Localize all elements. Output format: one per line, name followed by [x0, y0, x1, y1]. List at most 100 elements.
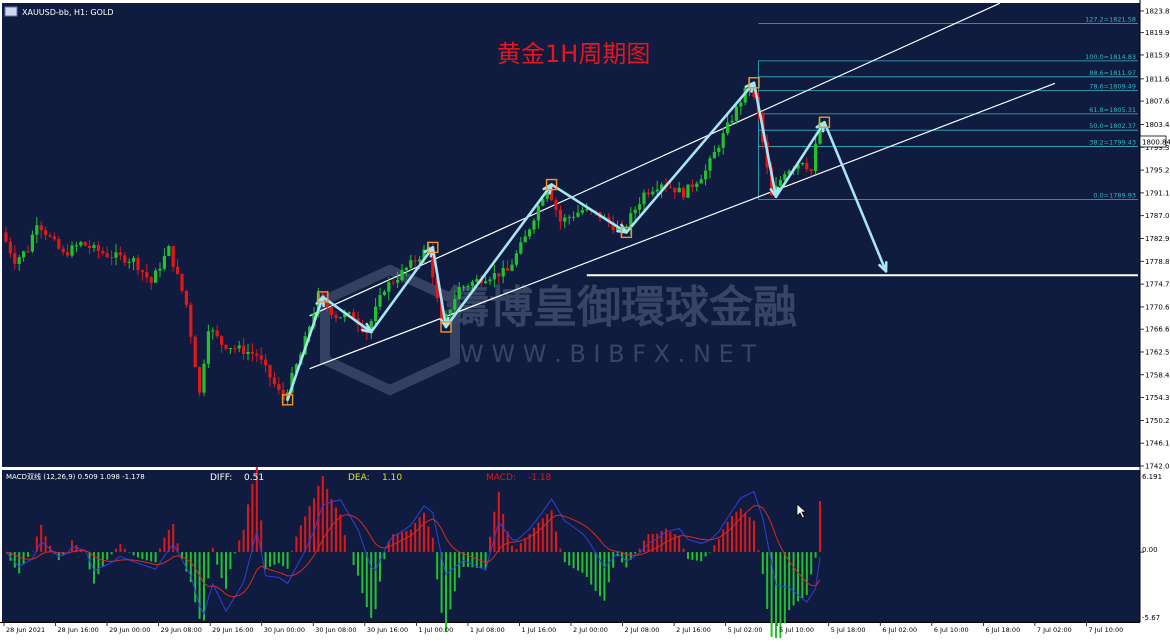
candle-body: [250, 351, 254, 354]
candle-body: [642, 192, 646, 205]
candle-body: [484, 281, 488, 284]
candle-body: [422, 249, 426, 260]
price-tick-label: 1803.40: [1145, 121, 1170, 129]
price-tick-label: 1811.60: [1145, 75, 1170, 83]
swing-marker: [748, 77, 760, 89]
candle-body: [783, 174, 787, 180]
swing-marker: [440, 321, 452, 333]
candle-body: [497, 273, 501, 277]
candle-body: [325, 298, 329, 308]
channel-lower-line: [309, 82, 1056, 370]
candle-body: [198, 367, 202, 393]
candle-body: [132, 258, 136, 262]
time-axis: 28 Jun 2021 28 Jun 16:00 29 Jun 00:00 29 Ju…: [3, 622, 1123, 634]
price-tick-label: 1799.30: [1145, 144, 1170, 152]
price-tick-label: 1774.70: [1145, 281, 1170, 289]
candle-body: [690, 184, 694, 187]
candle-body: [638, 204, 642, 210]
swing-marker: [545, 178, 558, 191]
candle-body: [74, 245, 78, 247]
time-tick-label: 6 Jul 02:00: [882, 626, 917, 634]
candle-body: [290, 372, 294, 393]
candle-body: [400, 270, 404, 280]
candle-body: [189, 304, 193, 337]
candle-body: [646, 192, 650, 195]
time-tick-label: 1 Jul 00:00: [418, 626, 453, 634]
mouse-cursor-icon: [796, 503, 808, 519]
zigzag-segment: [550, 183, 628, 234]
candle-body: [162, 255, 166, 269]
candle-body: [202, 363, 206, 393]
zigzag-segment: [321, 295, 373, 334]
candle-body: [778, 179, 782, 186]
candle-body: [413, 260, 417, 262]
time-tick-label: 6 Jul 18:00: [985, 626, 1020, 634]
candle-body: [387, 282, 391, 292]
candle-body: [158, 268, 162, 271]
candle-body: [800, 162, 804, 165]
candle-body: [228, 348, 232, 350]
time-tick-label: 1 Jul 16:00: [521, 626, 556, 634]
candle-body: [734, 106, 738, 121]
candle-body: [673, 187, 677, 193]
time-tick-label: 7 Jul 10:00: [1088, 626, 1123, 634]
candle-body: [550, 187, 554, 201]
candle-body: [48, 235, 52, 237]
zigzag-segment: [444, 183, 553, 329]
candle-body: [440, 298, 444, 324]
candle-body: [510, 264, 514, 271]
candle-body: [409, 260, 413, 268]
price-tick-label: 1754.30: [1145, 394, 1170, 402]
candle-body: [686, 184, 690, 198]
diff-label: DIFF:: [210, 473, 232, 483]
price-tick-label: 1778.80: [1145, 258, 1170, 266]
candle-body: [171, 246, 175, 267]
chart-title: 黄金1H周期图: [497, 40, 650, 68]
candle-body: [572, 216, 576, 218]
candle-body: [752, 84, 756, 97]
candle-body: [488, 279, 492, 282]
zigzag-segment: [431, 246, 448, 329]
candle-body: [294, 364, 298, 373]
zigzag-segment: [286, 295, 325, 402]
candle-body: [272, 377, 276, 385]
candle-body: [523, 236, 527, 243]
candle-body: [246, 351, 250, 354]
macd-panel[interactable]: [2, 470, 1140, 622]
candle-body: [580, 210, 584, 213]
candle-body: [721, 133, 725, 148]
candle-body: [17, 257, 21, 264]
fib-level-label: 38.2=1799.43: [1089, 139, 1136, 147]
price-tick-label: 1819.90: [1145, 29, 1170, 37]
candle-body: [369, 321, 373, 334]
candle-body: [22, 251, 26, 258]
price-tick-label: 1791.10: [1145, 189, 1170, 197]
candle-body: [545, 187, 549, 199]
candle-body: [136, 258, 140, 271]
price-panel[interactable]: [2, 3, 1140, 467]
time-tick-label: 29 Jun 00:00: [109, 626, 150, 634]
macd-value: -1.18: [528, 473, 552, 483]
candle-body: [123, 255, 127, 263]
candle-body: [334, 314, 338, 319]
time-tick-label: 30 Jun 16:00: [367, 626, 408, 634]
candle-body: [466, 285, 470, 287]
fib-level-label: 0.0=1789.93: [1093, 191, 1136, 199]
dea-value: 1.10: [382, 473, 402, 483]
swing-marker: [620, 226, 633, 239]
current-price-tag: 1800.84: [1139, 135, 1170, 148]
candle-body: [576, 212, 580, 217]
time-tick-label: 1 Jul 08:00: [470, 626, 505, 634]
candle-body: [418, 259, 422, 262]
price-tick-label: 1766.60: [1145, 326, 1170, 334]
candle-body: [101, 250, 105, 254]
watermark-name: 鑄博皇御環球金融: [445, 282, 797, 333]
fib-level-label: 61.8=1805.31: [1089, 106, 1136, 114]
candle-body: [255, 353, 259, 356]
price-tick-label: 1770.60: [1145, 303, 1170, 311]
candle-body: [391, 282, 395, 284]
time-tick-label: 30 Jun 00:00: [264, 626, 305, 634]
diff-value: 0.51: [244, 473, 264, 483]
macd-indicator: [5, 467, 1144, 642]
